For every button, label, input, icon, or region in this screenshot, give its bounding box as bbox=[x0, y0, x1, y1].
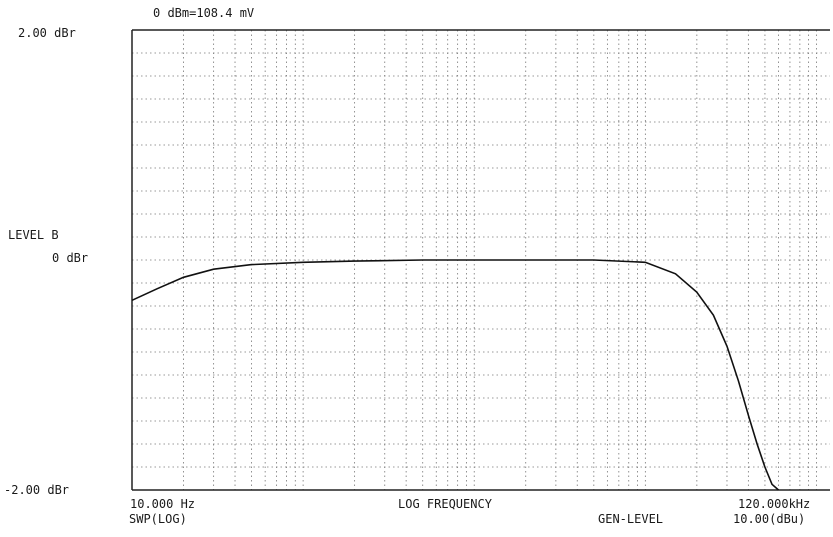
level-curve bbox=[131, 259, 780, 491]
y-axis-title: LEVEL B bbox=[8, 228, 59, 242]
reference-level-label: 0 dBm=108.4 mV bbox=[153, 6, 255, 20]
x-axis-left-label: 10.000 Hz bbox=[130, 497, 196, 511]
sweep-mode-label: SWP(LOG) bbox=[129, 512, 187, 526]
generator-level-label: GEN-LEVEL bbox=[598, 512, 664, 526]
y-axis-bottom-label: -2.00 dBr bbox=[4, 483, 70, 497]
x-axis-title: LOG FREQUENCY bbox=[398, 497, 492, 511]
y-axis-mid-label: 0 dBr bbox=[52, 251, 89, 265]
y-axis-top-label: 2.00 dBr bbox=[18, 26, 76, 40]
x-axis-right-label: 120.000kHz bbox=[738, 497, 811, 511]
generator-level-value: 10.00(dBu) bbox=[733, 512, 806, 526]
